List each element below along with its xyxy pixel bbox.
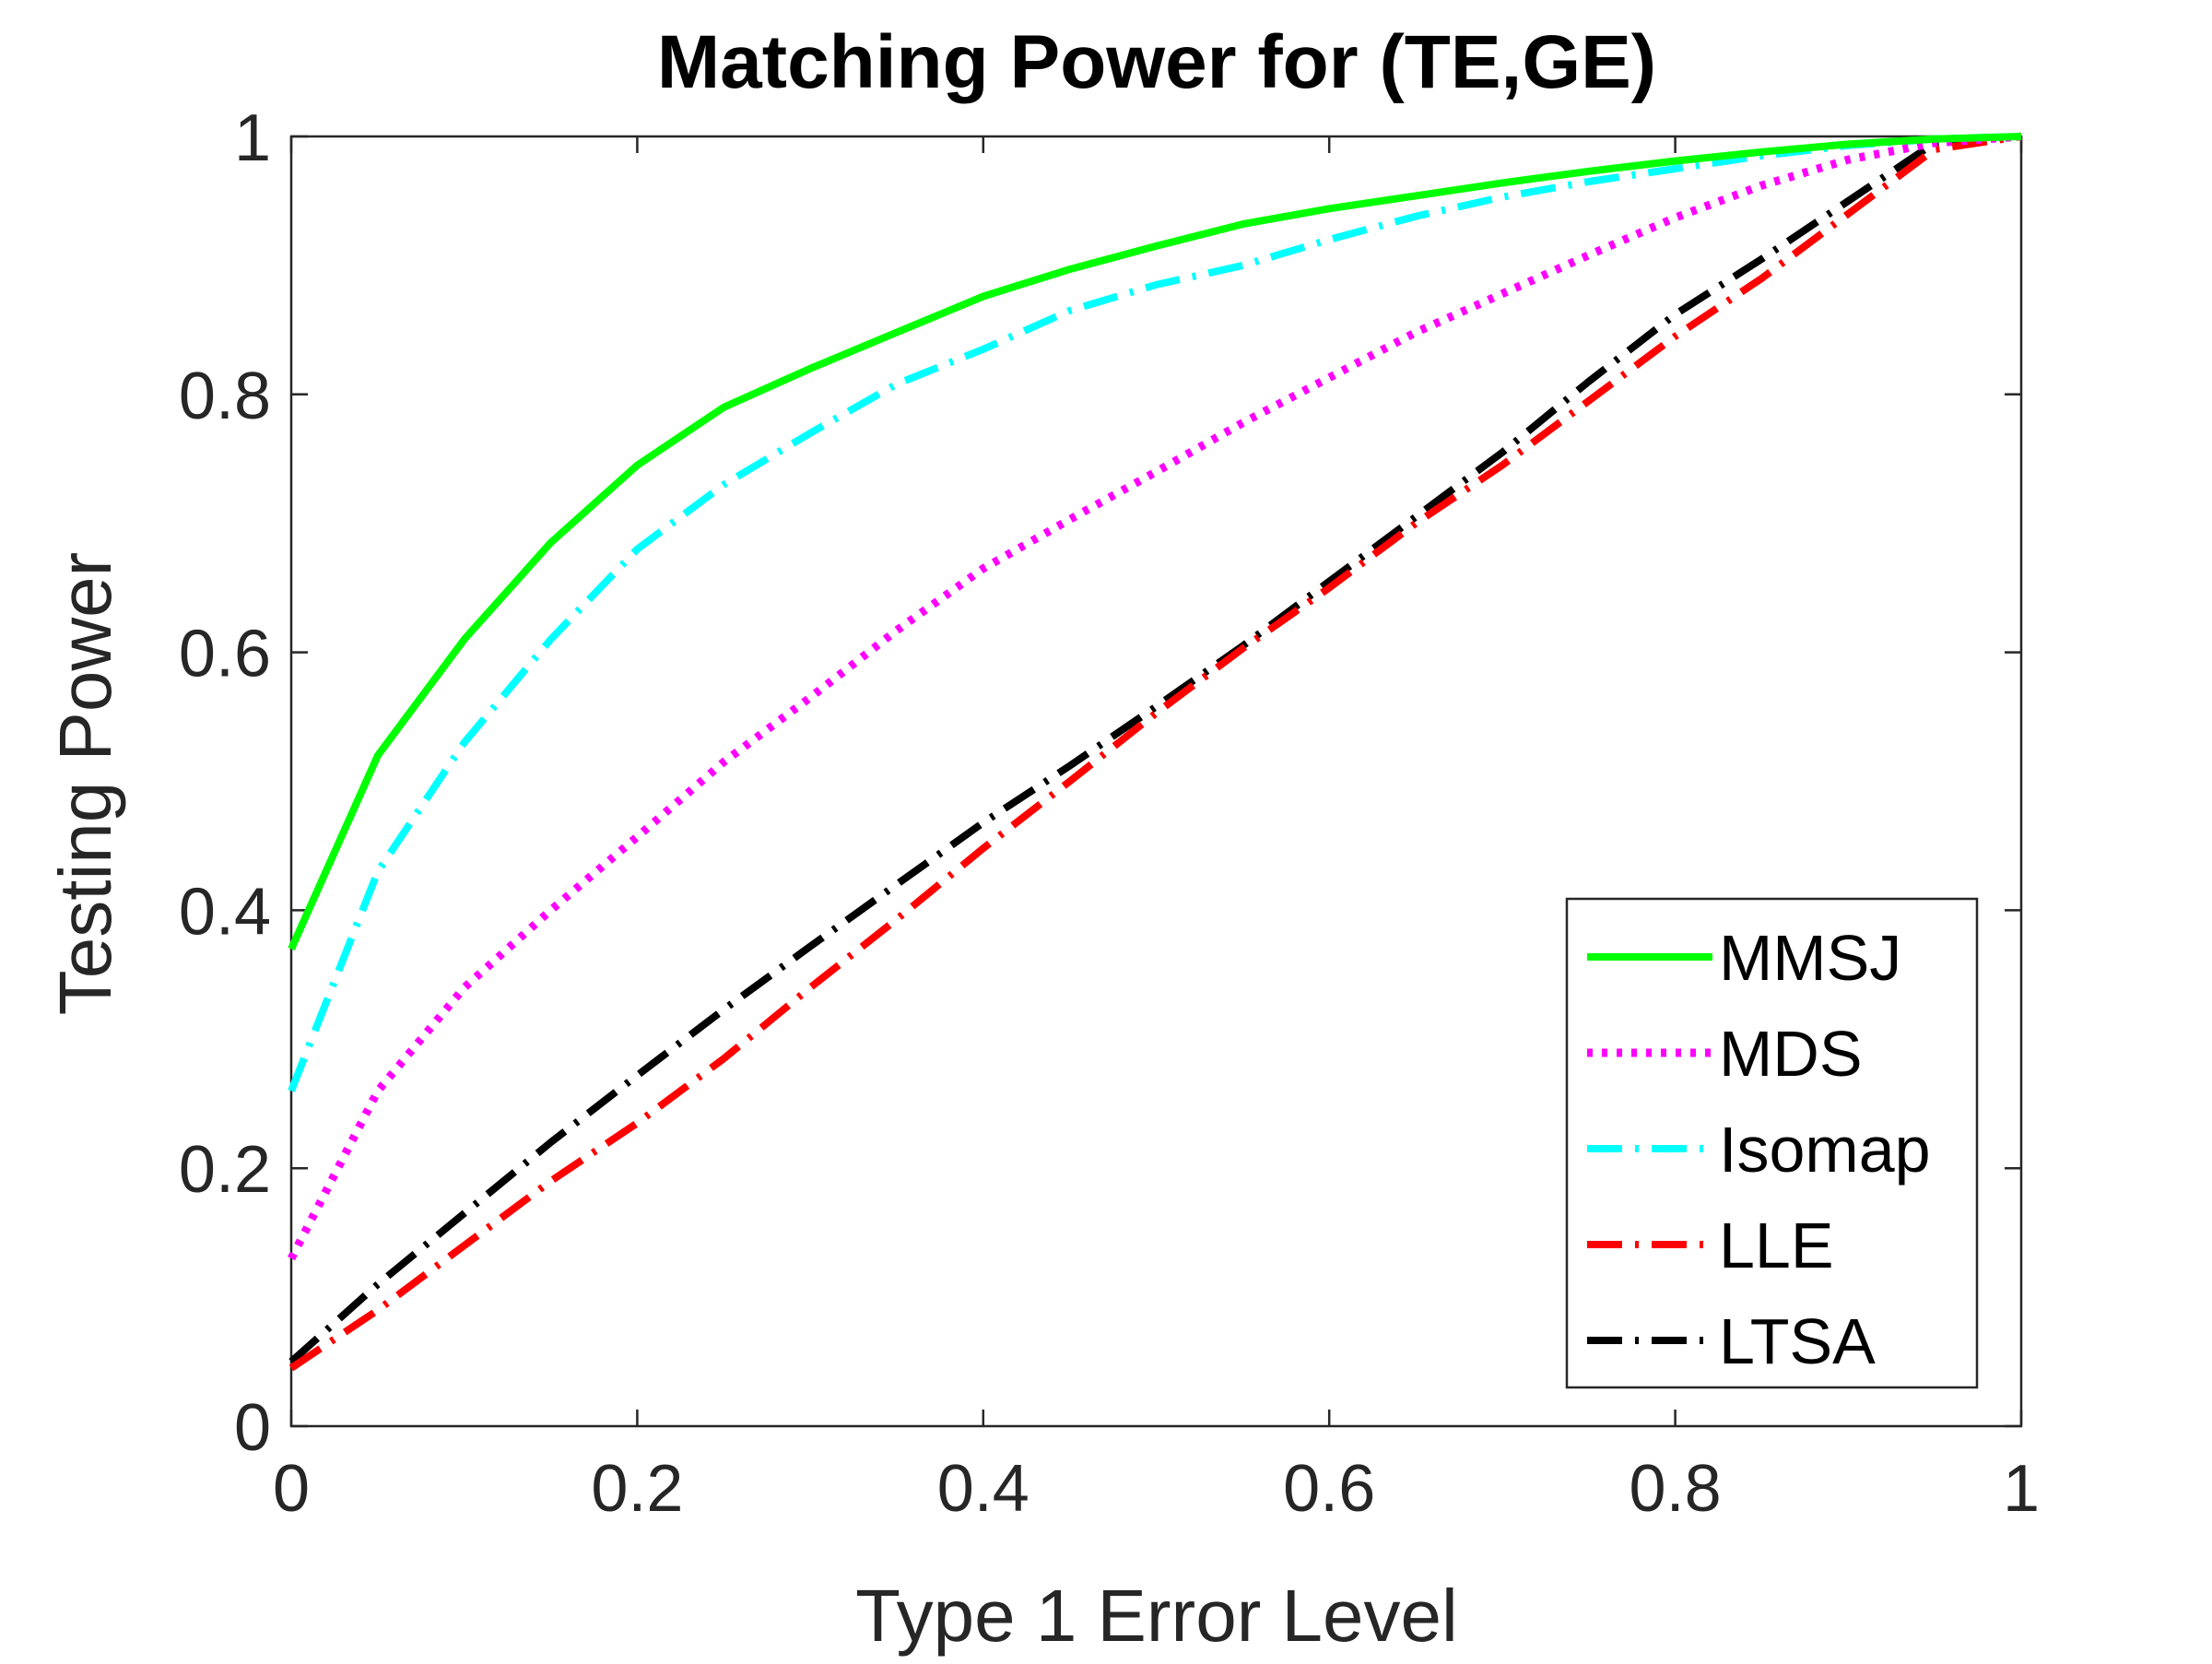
- legend-label-ltsa: LTSA: [1719, 1305, 1876, 1377]
- legend: MMSJ MDS Isomap LLE LTSA: [1565, 897, 1979, 1389]
- x-tick-label: 0.4: [937, 1452, 1030, 1526]
- legend-label-isomap: Isomap: [1719, 1114, 1931, 1186]
- series-lines: [288, 132, 2022, 1372]
- x-tick-label: 0.6: [1283, 1452, 1375, 1526]
- y-tick-label: 1: [234, 101, 271, 175]
- x-tick-label: 1: [2003, 1452, 2040, 1526]
- y-tick-label: 0: [234, 1391, 271, 1465]
- legend-label-lle: LLE: [1719, 1210, 1834, 1281]
- y-tick-label: 0.6: [179, 618, 271, 691]
- series-line-mds: [288, 132, 2022, 1261]
- axis-ticks: 0 0.2 0.4 0.6 0.8 1 0 0.2 0.4 0.6 0.8 1: [179, 101, 2040, 1526]
- x-axis-label: Type 1 Error Level: [855, 1575, 1458, 1657]
- series-line-lle: [288, 133, 2022, 1372]
- series-line-isomap: [288, 133, 2022, 1092]
- series-line-mmsj: [288, 133, 2022, 951]
- legend-box: [1565, 897, 1979, 1389]
- legend-label-mmsj: MMSJ: [1719, 922, 1901, 994]
- x-tick-label: 0: [273, 1452, 310, 1526]
- y-axis-label: Testing Power: [44, 552, 126, 1015]
- y-tick-label: 0.2: [179, 1133, 271, 1207]
- x-tick-label: 0.2: [591, 1452, 683, 1526]
- y-tick-label: 0.4: [179, 875, 271, 949]
- x-tick-label: 0.8: [1630, 1452, 1722, 1526]
- chart-title: Matching Power for (TE,GE): [657, 20, 1656, 104]
- y-tick-label: 0.8: [179, 360, 271, 433]
- legend-label-mds: MDS: [1719, 1018, 1863, 1090]
